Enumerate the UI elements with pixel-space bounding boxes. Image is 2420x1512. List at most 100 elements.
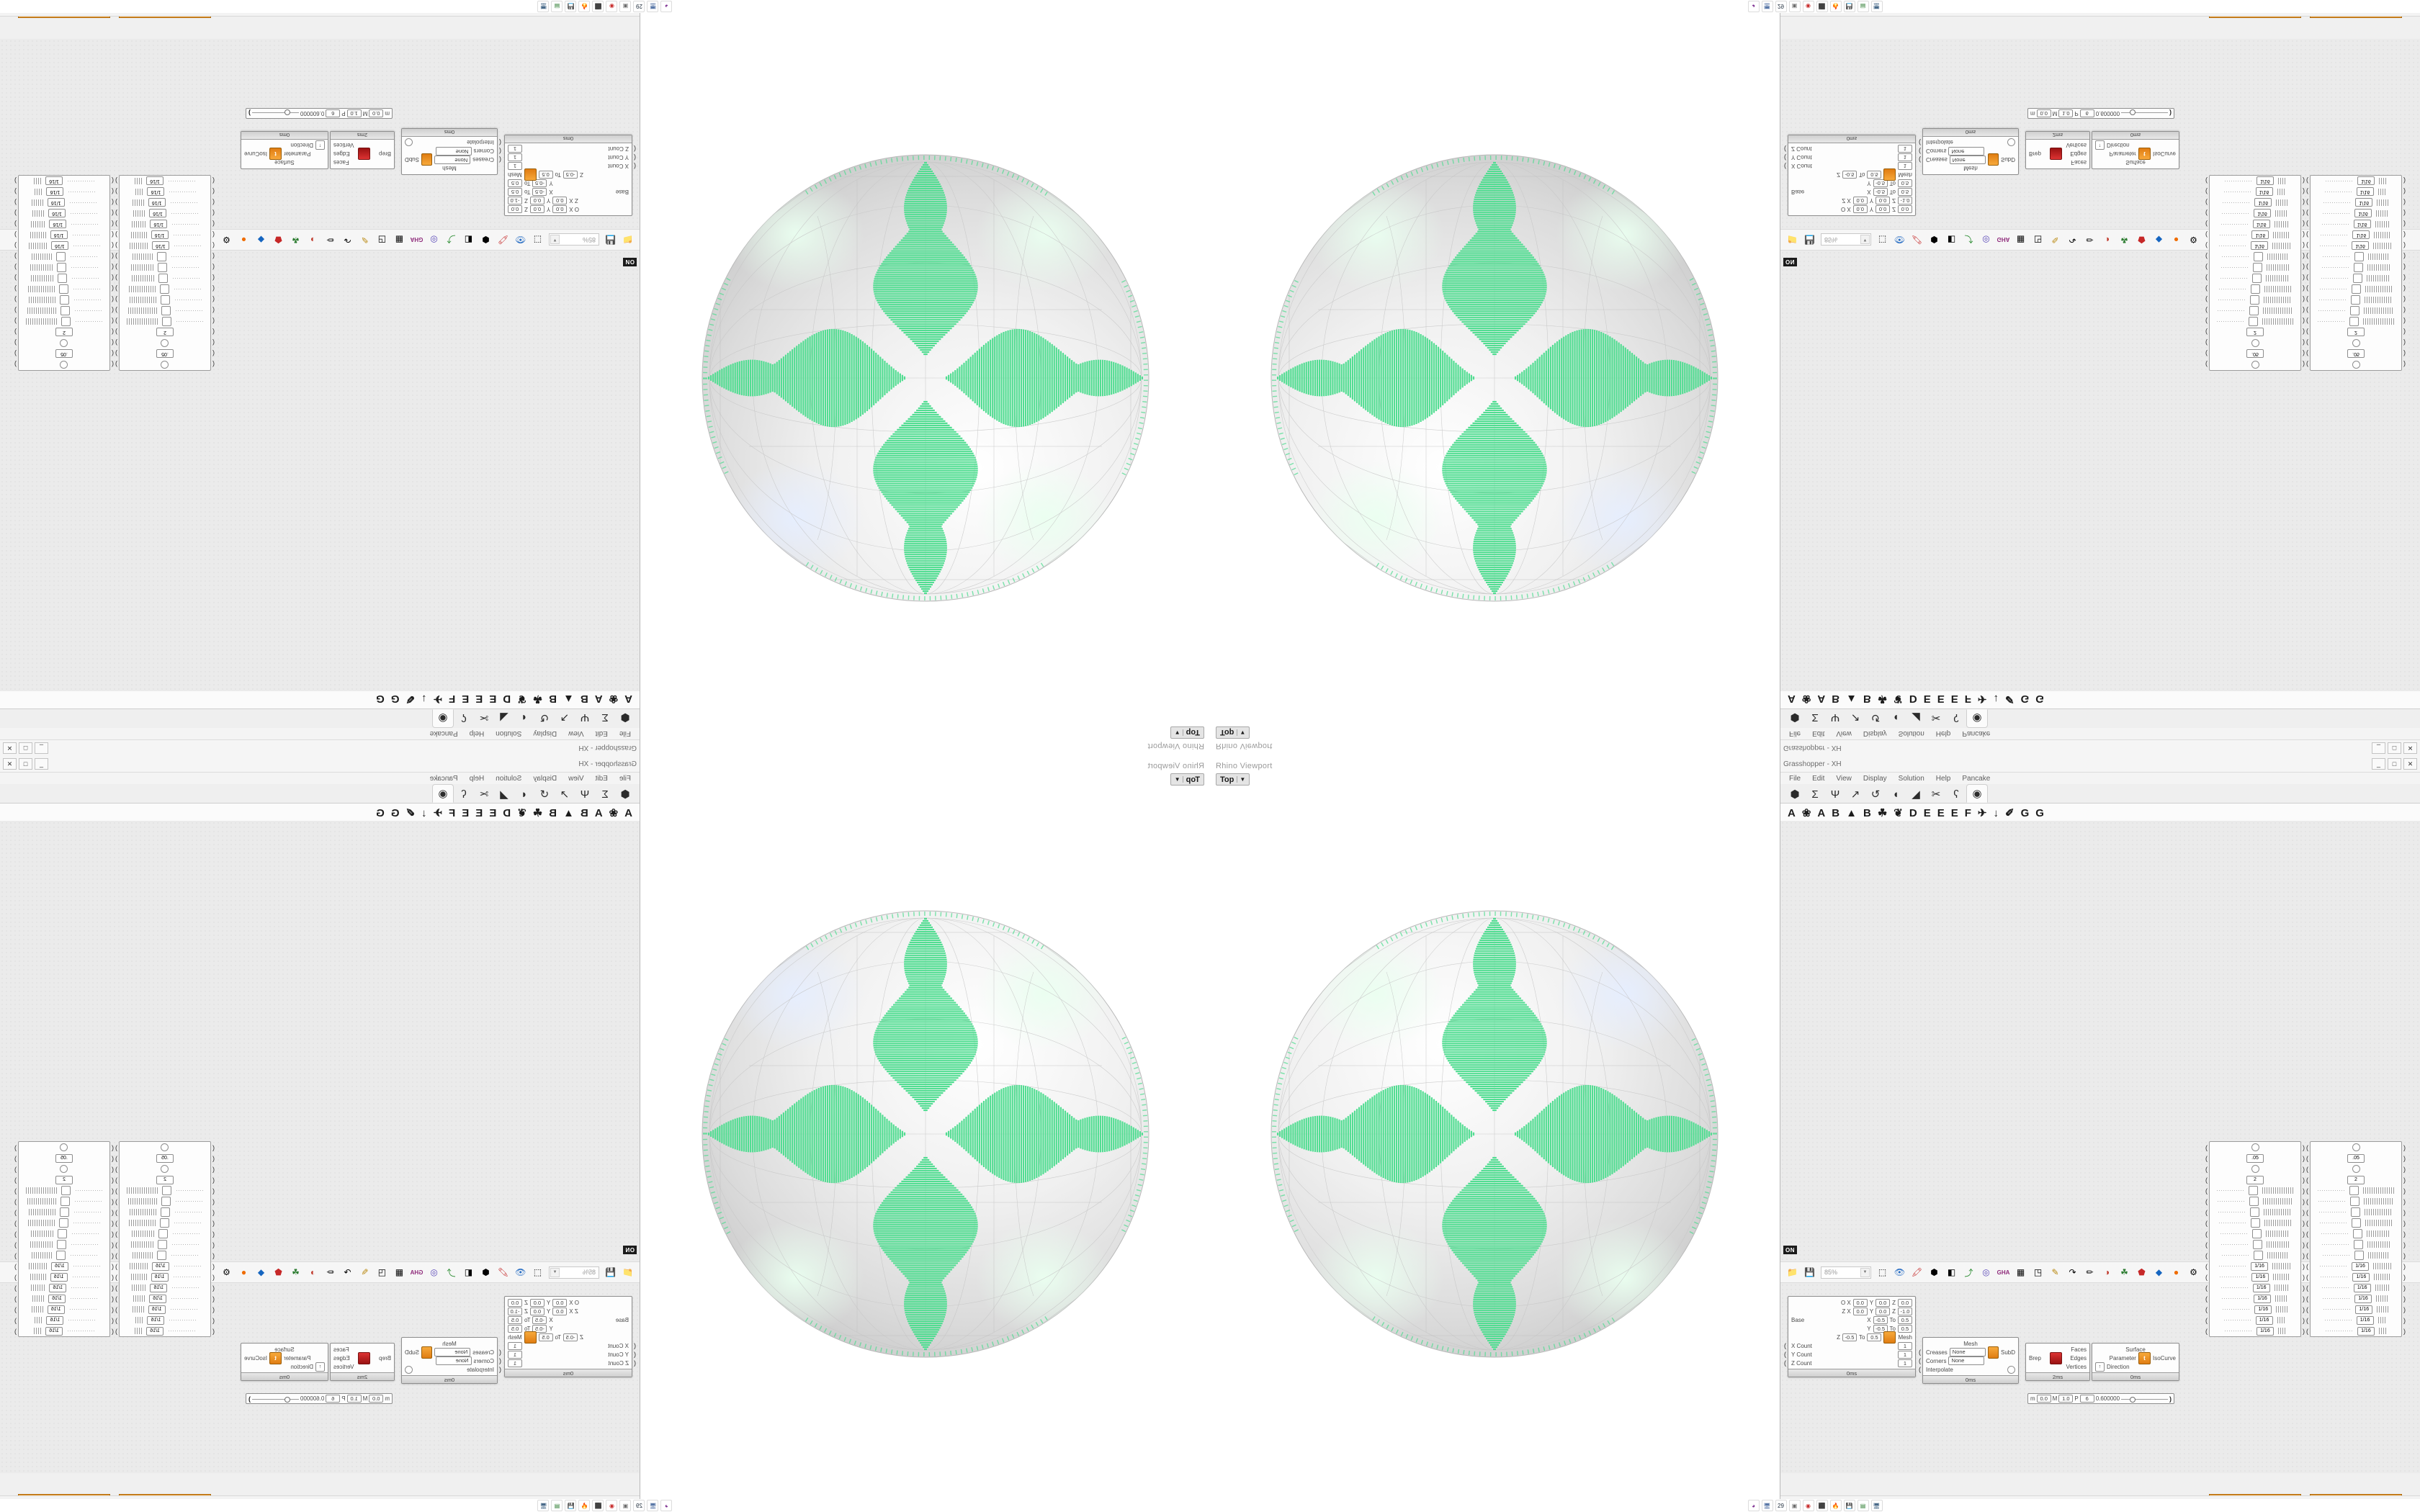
port-icon[interactable]: ) bbox=[115, 296, 117, 304]
port-icon[interactable]: ) bbox=[115, 274, 117, 282]
port-icon[interactable]: ) bbox=[2303, 188, 2305, 196]
port-icon[interactable]: ( bbox=[2205, 1327, 2208, 1335]
menu-item-edit[interactable]: Edit bbox=[1812, 729, 1825, 738]
mesh-box-xcount[interactable]: 1 bbox=[508, 1341, 522, 1350]
port-icon[interactable]: ( bbox=[2205, 1316, 2208, 1324]
menu-item-solution[interactable]: Solution bbox=[496, 774, 522, 783]
port-icon[interactable]: ( bbox=[634, 1359, 636, 1367]
parameter-row[interactable]: (1/16) bbox=[2306, 1282, 2406, 1293]
parameter-row[interactable]: () bbox=[2205, 294, 2305, 305]
parameter-value[interactable]: 2 bbox=[156, 328, 174, 337]
parameter-row[interactable]: (.05) bbox=[2306, 348, 2406, 359]
parameter-row[interactable]: (1/16) bbox=[115, 1315, 215, 1326]
port-icon[interactable]: ) bbox=[2403, 1284, 2406, 1292]
parameter-row[interactable]: () bbox=[2205, 1228, 2305, 1239]
parameter-value[interactable]: 2 bbox=[2347, 328, 2365, 337]
parameter-toggle[interactable] bbox=[2352, 361, 2360, 369]
parameter-value[interactable]: 1/16 bbox=[151, 1272, 169, 1282]
ribbon-item-12[interactable]: F bbox=[1964, 806, 1971, 819]
mesh-box-ox[interactable]: 0.0 bbox=[552, 1298, 568, 1307]
taskbar-icon-browser[interactable]: ◕ bbox=[660, 1, 673, 12]
port-icon[interactable]: ( bbox=[112, 253, 114, 261]
mesh-box-z-to[interactable]: 0.5 bbox=[1867, 1333, 1882, 1341]
parameter-row[interactable]: () bbox=[115, 1142, 215, 1153]
port-icon[interactable]: ( bbox=[2306, 1230, 2308, 1238]
parameter-checkbox[interactable] bbox=[158, 1240, 167, 1249]
mesh-box-zz[interactable]: -1.0 bbox=[508, 197, 522, 205]
port-icon[interactable]: ( bbox=[2306, 328, 2308, 336]
subd-from-mesh-component[interactable]: Mesh ( Creases None SubD ( Corners None … bbox=[401, 128, 501, 175]
ribbon-item-7[interactable]: ❦ bbox=[517, 807, 526, 819]
parameter-row[interactable]: (1/16) bbox=[2306, 219, 2406, 230]
settings-icon[interactable]: ⚙ bbox=[223, 1267, 230, 1277]
gradient-icon[interactable]: ◑ bbox=[2104, 1267, 2110, 1277]
port-icon[interactable]: ) bbox=[115, 1208, 117, 1216]
port-icon[interactable]: ( bbox=[212, 1241, 215, 1248]
parameter-row[interactable]: (1/16) bbox=[14, 240, 114, 251]
paint-icon[interactable]: 🖍 bbox=[1911, 1267, 1923, 1277]
port-icon[interactable]: ( bbox=[2205, 1176, 2208, 1184]
parameter-toggle[interactable] bbox=[161, 339, 169, 347]
parameter-row[interactable]: (2) bbox=[2306, 327, 2406, 338]
subd-interpolate-toggle[interactable] bbox=[405, 138, 413, 147]
category-tab-params[interactable]: ⬢ bbox=[1790, 788, 1800, 801]
mesh-box-x-to[interactable]: 0.5 bbox=[508, 188, 522, 197]
parameter-value[interactable]: 1/16 bbox=[48, 1294, 66, 1303]
port-icon[interactable]: ) bbox=[115, 1262, 117, 1270]
port-icon[interactable]: ) bbox=[115, 1143, 117, 1151]
port-icon[interactable]: ( bbox=[212, 1327, 215, 1335]
port-icon[interactable]: ( bbox=[212, 1316, 215, 1324]
parameter-checkbox[interactable] bbox=[60, 306, 71, 315]
port-icon[interactable]: ( bbox=[499, 1357, 501, 1364]
port-icon[interactable]: ( bbox=[1784, 1342, 1786, 1349]
port-icon[interactable]: ) bbox=[14, 285, 17, 293]
port-icon[interactable]: ) bbox=[2403, 307, 2406, 315]
port-icon[interactable]: ) bbox=[14, 1187, 17, 1194]
parameter-value[interactable]: .05 bbox=[2347, 349, 2365, 359]
port-icon[interactable]: ( bbox=[112, 350, 114, 358]
port-icon[interactable]: ( bbox=[112, 274, 114, 282]
port-icon[interactable]: ( bbox=[212, 1262, 215, 1270]
port-icon[interactable]: ) bbox=[14, 220, 17, 228]
port-icon[interactable]: ( bbox=[1919, 156, 1921, 163]
publish-icon[interactable]: ⤴ bbox=[447, 234, 456, 245]
category-tab-display[interactable]: ◉ bbox=[432, 784, 454, 803]
port-icon[interactable]: ( bbox=[2205, 210, 2208, 217]
taskbar-icon-terminal[interactable]: 29 bbox=[1775, 1500, 1787, 1511]
port-icon[interactable]: ) bbox=[14, 1197, 17, 1205]
parameter-stack-left[interactable]: ()(.05)()(2)()()()()()()()(1/16)(1/16)(1… bbox=[115, 175, 215, 371]
menu-item-solution[interactable]: Solution bbox=[1898, 729, 1924, 738]
mesh-box-zz[interactable]: -1.0 bbox=[1898, 197, 1912, 205]
mesh-box-z-from[interactable]: -0.5 bbox=[563, 171, 578, 179]
port-icon[interactable]: ) bbox=[2303, 318, 2305, 325]
port-icon[interactable]: ( bbox=[499, 156, 501, 163]
port-icon[interactable]: ( bbox=[2306, 1208, 2308, 1216]
grasshopper-canvas[interactable]: ON 📁 💾 85% ▼ ⬚ 👁 🖍 ⬢ ◧ bbox=[0, 11, 640, 691]
parameter-value[interactable]: 1/16 bbox=[2352, 1261, 2370, 1271]
remote-panel-icon[interactable]: ◎ bbox=[1982, 1267, 1990, 1277]
chevron-down-icon[interactable]: ▼ bbox=[1860, 1267, 1870, 1277]
category-tab-surface[interactable]: ◖ bbox=[521, 711, 528, 724]
parameter-row[interactable]: () bbox=[14, 251, 114, 262]
port-icon[interactable]: ) bbox=[2169, 109, 2172, 117]
parameter-value[interactable]: .05 bbox=[2347, 1153, 2365, 1163]
taskbar-icon-terminal[interactable]: 29 bbox=[633, 1500, 645, 1511]
parameter-row[interactable]: () bbox=[115, 1250, 215, 1261]
mesh-box-zx[interactable]: 0.0 bbox=[552, 197, 568, 205]
parameter-row[interactable]: (1/16) bbox=[14, 1261, 114, 1272]
parameter-checkbox[interactable] bbox=[2354, 252, 2365, 261]
port-icon[interactable]: ( bbox=[2205, 1219, 2208, 1227]
port-icon[interactable]: ) bbox=[2403, 1219, 2406, 1227]
port-icon[interactable]: ( bbox=[212, 361, 215, 369]
port-icon[interactable]: ( bbox=[212, 296, 215, 304]
port-icon[interactable]: ( bbox=[2306, 361, 2308, 369]
port-icon[interactable]: ( bbox=[2205, 1230, 2208, 1238]
mesh-box-y-from[interactable]: -0.5 bbox=[532, 179, 547, 188]
parameter-row[interactable]: () bbox=[115, 359, 215, 370]
parameter-value[interactable]: 2 bbox=[55, 328, 73, 337]
parameter-row[interactable]: (1/16) bbox=[2306, 1261, 2406, 1272]
ribbon-item-3[interactable]: B bbox=[1832, 806, 1840, 819]
ribbon-item-17[interactable]: G bbox=[376, 806, 385, 819]
parameter-value[interactable]: 1/16 bbox=[2356, 187, 2374, 197]
port-icon[interactable]: ) bbox=[14, 1273, 17, 1281]
